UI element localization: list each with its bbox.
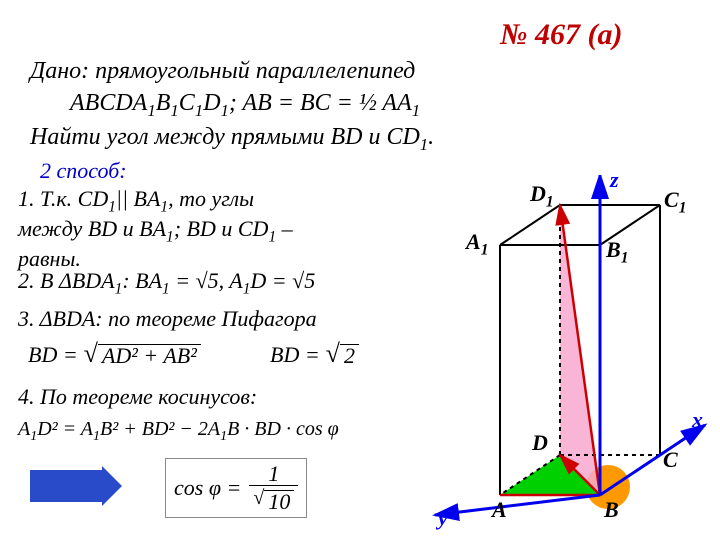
s1b: || BA (116, 186, 160, 211)
vB1: B1 (606, 237, 628, 267)
g2-tail: ; AB = BC = ½ AA (229, 90, 412, 116)
vA: A (492, 497, 507, 523)
g2-b: B (156, 90, 171, 116)
vC1: C1 (664, 187, 686, 217)
s1c: , то углы (168, 186, 254, 211)
bd-val: 2 (340, 344, 359, 367)
step-3: 3. ΔBDA: по теореме Пифагора (18, 306, 317, 331)
cos-den: 10 (264, 490, 294, 513)
cl-b: D² = A (37, 418, 93, 440)
vC: C (663, 447, 678, 473)
g2-a: ABCDA (70, 90, 147, 116)
cl-a: A (18, 418, 30, 440)
s1l2b: ; BD и CD (174, 216, 269, 241)
result-arrow-icon (30, 470, 102, 502)
bd-rad: AD² + AB² (98, 344, 201, 367)
cos-num: 1 (249, 463, 298, 486)
s2c: = √5, A (170, 268, 243, 293)
g3t: . (428, 124, 434, 150)
axis-x: x (692, 407, 703, 433)
vB: B (604, 497, 619, 523)
bd-lhs: BD = (28, 342, 78, 368)
bd-formula-1: BD = √ AD² + AB² (28, 342, 201, 368)
s2b: : BA (122, 268, 162, 293)
bd-formula-2: BD = √ 2 (270, 342, 359, 368)
problem-number: № 467 (а) (500, 18, 622, 52)
given-line-1: Дано: прямоугольный параллелепипед (30, 58, 415, 85)
cl-c: B² + BD² − 2A (100, 418, 220, 440)
s1a: 1. Т.к. CD (18, 186, 108, 211)
s1l2a: между BD и BA (18, 216, 166, 241)
parallelepiped-diagram: z x y A B C D A1 B1 C1 D1 (430, 175, 710, 525)
bd-lhs2: BD = (270, 342, 320, 368)
axis-z: z (610, 167, 619, 193)
step-4: 4. По теореме косинусов: (18, 384, 257, 409)
vD: D (530, 430, 550, 456)
given-line-2: ABCDA1B1C1D1; AB = BC = ½ AA1 (70, 90, 420, 121)
s1l2c: – (276, 216, 293, 241)
g2-c: C (179, 90, 195, 116)
g3: Найти угол между прямыми BD и CD (30, 124, 420, 150)
vA1: A1 (466, 229, 488, 259)
cl-d: B · BD · cos φ (227, 418, 339, 440)
step-1: 1. Т.к. CD1|| BA1, то углы между BD и BA… (18, 186, 378, 271)
s2a: 2. В ΔBDA (18, 268, 115, 293)
cos-result: cos φ = 1 √10 (165, 458, 307, 518)
g2-d: D (203, 90, 220, 116)
axis-y: y (438, 505, 448, 531)
cos-lhs: cos φ = (174, 475, 241, 501)
given-line-3: Найти угол между прямыми BD и CD1. (30, 124, 434, 155)
method-label: 2 способ: (40, 158, 127, 184)
cos-law: A1D² = A1B² + BD² − 2A1B · BD · cos φ (18, 418, 339, 445)
step-2: 2. В ΔBDA1: BA1 = √5, A1D = √5 (18, 268, 315, 298)
vD1: D1 (530, 181, 554, 211)
s2d: D = √5 (250, 268, 315, 293)
